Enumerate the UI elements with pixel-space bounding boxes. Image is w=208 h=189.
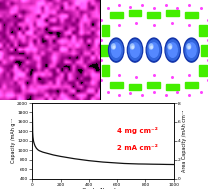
Bar <box>110 82 123 88</box>
Ellipse shape <box>146 38 161 62</box>
Ellipse shape <box>127 38 143 62</box>
Ellipse shape <box>130 43 140 57</box>
Ellipse shape <box>187 44 191 49</box>
Bar <box>110 12 123 18</box>
Bar <box>199 25 207 36</box>
Ellipse shape <box>184 38 199 62</box>
Ellipse shape <box>151 46 152 48</box>
Bar <box>185 82 198 88</box>
Ellipse shape <box>166 40 179 60</box>
Bar <box>102 25 109 36</box>
Ellipse shape <box>109 38 124 62</box>
Bar <box>185 12 198 18</box>
Ellipse shape <box>110 40 123 60</box>
Ellipse shape <box>188 46 190 48</box>
Text: 2 mA cm⁻²: 2 mA cm⁻² <box>117 145 158 151</box>
Y-axis label: Capacity /mAh g⁻¹: Capacity /mAh g⁻¹ <box>11 118 16 163</box>
Bar <box>100 45 108 56</box>
Ellipse shape <box>185 40 198 60</box>
Ellipse shape <box>129 40 141 60</box>
Ellipse shape <box>165 38 180 62</box>
Ellipse shape <box>132 46 134 48</box>
Ellipse shape <box>111 43 121 57</box>
Bar <box>102 65 109 76</box>
Bar <box>147 12 160 18</box>
Ellipse shape <box>111 44 115 49</box>
Bar <box>147 82 160 88</box>
Bar <box>201 45 208 56</box>
Ellipse shape <box>168 44 172 49</box>
Bar <box>129 10 141 16</box>
Bar <box>166 84 179 90</box>
Bar <box>129 84 141 90</box>
Y-axis label: Area Capacity /mAh cm⁻²: Area Capacity /mAh cm⁻² <box>182 110 187 172</box>
Bar <box>166 10 179 16</box>
Ellipse shape <box>147 40 160 60</box>
Ellipse shape <box>170 46 171 48</box>
Bar <box>199 65 207 76</box>
X-axis label: Cycle Number: Cycle Number <box>82 188 124 189</box>
Ellipse shape <box>113 46 115 48</box>
Ellipse shape <box>168 43 177 57</box>
Ellipse shape <box>130 44 134 49</box>
Ellipse shape <box>187 43 196 57</box>
Text: 4 mg cm⁻²: 4 mg cm⁻² <box>117 127 158 134</box>
Ellipse shape <box>149 44 153 49</box>
Ellipse shape <box>149 43 158 57</box>
